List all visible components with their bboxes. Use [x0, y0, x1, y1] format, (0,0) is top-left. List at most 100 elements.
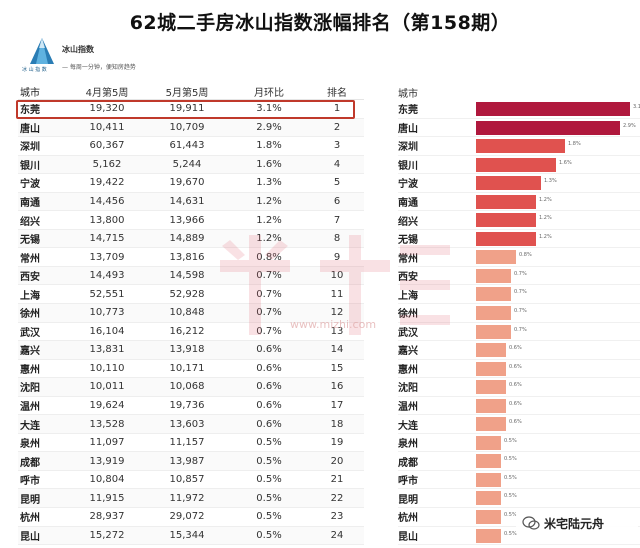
cell-may-price: 29,072 [169, 511, 205, 523]
table-row: 上海 52,551 52,928 0.7% 11 [18, 285, 364, 305]
table-row: 武汉 16,104 16,212 0.7% 13 [18, 323, 364, 342]
cell-city: 银川 [20, 160, 40, 172]
bar-category-label: 惠州 [398, 364, 418, 376]
cell-may-price: 11,972 [169, 492, 205, 504]
bar-category-label: 东莞 [398, 105, 418, 117]
cell-city: 嘉兴 [20, 346, 40, 358]
bar [476, 528, 501, 543]
bar-row: 唐山 2.9% [398, 119, 640, 138]
bar-row: 嘉兴 0.6% [398, 341, 640, 360]
bar-category-label: 常州 [398, 253, 418, 265]
bar-track: 1.2% [476, 211, 640, 229]
bar-value-label: 0.5% [504, 456, 517, 463]
bar-value-label: 0.5% [504, 512, 517, 519]
cell-apr-price: 10,804 [89, 474, 125, 486]
bar [476, 287, 511, 302]
bar-value-label: 0.8% [519, 252, 532, 259]
bar-row: 武汉 0.7% [398, 323, 640, 342]
bar-value-label: 1.2% [539, 233, 552, 240]
bar [476, 380, 506, 395]
cell-mom-change: 0.5% [256, 455, 282, 467]
cell-apr-price: 13,831 [89, 344, 125, 356]
bar-row: 沈阳 0.6% [398, 378, 640, 397]
cell-apr-price: 52,551 [89, 288, 125, 300]
bar-row: 大连 0.6% [398, 415, 640, 434]
bar-track: 0.6% [476, 341, 640, 359]
bar-value-label: 0.6% [509, 345, 522, 352]
bar [476, 343, 506, 358]
table-row: 大连 13,528 13,603 0.6% 18 [18, 415, 364, 434]
bar-category-label: 深圳 [398, 142, 418, 154]
cell-rank: 17 [330, 400, 344, 412]
bar-track: 2.9% [476, 119, 640, 137]
cell-apr-price: 19,624 [89, 400, 125, 412]
cell-city: 宁波 [20, 179, 40, 191]
bar-track: 0.5% [476, 452, 640, 470]
cell-rank: 1 [333, 103, 341, 115]
bar [476, 417, 506, 432]
cell-may-price: 13,816 [169, 251, 205, 263]
cell-rank: 3 [333, 140, 341, 152]
bar [476, 491, 501, 506]
bar-value-label: 3.1% [633, 104, 640, 110]
cell-apr-price: 10,011 [89, 381, 125, 393]
bar [476, 268, 511, 283]
bar-track: 1.2% [476, 193, 640, 211]
bar [476, 120, 620, 135]
cell-may-price: 19,670 [169, 177, 205, 189]
bar [476, 398, 506, 413]
table-row: 宁波 19,422 19,670 1.3% 5 [18, 174, 364, 193]
chart-title: 62城二手房冰山指数涨幅排名（第158期） [129, 12, 511, 34]
cell-mom-change: 0.5% [256, 474, 282, 486]
bar-value-label: 1.3% [544, 178, 557, 185]
table-row: 唐山 10,411 10,709 2.9% 2 [18, 118, 364, 138]
cell-rank: 8 [333, 233, 341, 245]
cell-mom-change: 0.5% [256, 492, 282, 504]
bar-row: 东莞 3.1% [398, 100, 640, 119]
table-row: 嘉兴 13,831 13,918 0.6% 14 [18, 341, 364, 360]
cell-may-price: 19,911 [169, 103, 205, 115]
bar-track: 0.6% [476, 415, 640, 433]
cell-mom-change: 1.2% [256, 233, 282, 245]
table-row: 温州 19,624 19,736 0.6% 17 [18, 397, 364, 416]
bar-category-label: 武汉 [398, 327, 418, 339]
bar-track: 0.5% [476, 489, 640, 507]
cell-mom-change: 0.5% [256, 529, 282, 541]
table-row: 成都 13,919 13,987 0.5% 20 [18, 452, 364, 471]
bar-row: 深圳 1.8% [398, 137, 640, 156]
bar-row: 昆山 0.5% [398, 527, 640, 546]
bar-chart-header: 城市 [398, 88, 418, 100]
col-header-mom: 月环比 [254, 88, 284, 99]
bar-category-label: 南通 [398, 198, 418, 209]
bar-track: 1.3% [476, 174, 640, 192]
table-row: 呼市 10,804 10,857 0.5% 21 [18, 471, 364, 490]
cell-city: 武汉 [20, 327, 40, 339]
bar-row: 宁波 1.3% [398, 174, 640, 193]
bar-track: 0.6% [476, 360, 640, 378]
cell-mom-change: 0.6% [256, 362, 282, 374]
table-row: 泉州 11,097 11,157 0.5% 19 [18, 434, 364, 453]
bar [476, 250, 516, 265]
cell-may-price: 14,598 [169, 270, 205, 282]
cell-apr-price: 13,800 [89, 214, 125, 226]
cell-may-price: 13,603 [169, 418, 205, 430]
table-row: 银川 5,162 5,244 1.6% 4 [18, 155, 364, 175]
cell-may-price: 10,709 [169, 121, 205, 133]
cell-apr-price: 10,773 [89, 307, 125, 319]
cell-may-price: 10,171 [169, 362, 205, 374]
bar-value-label: 1.2% [539, 196, 552, 203]
cell-apr-price: 11,915 [89, 492, 125, 504]
cell-may-price: 61,443 [169, 140, 205, 152]
table-row: 常州 13,709 13,816 0.8% 9 [18, 248, 364, 267]
table-row: 南通 14,456 14,631 1.2% 6 [18, 192, 364, 212]
cell-apr-price: 10,411 [89, 121, 125, 133]
bar-value-label: 0.7% [514, 270, 527, 277]
cell-may-price: 13,966 [169, 214, 205, 226]
bar [476, 176, 541, 191]
bar-track: 1.8% [476, 137, 640, 155]
bar-category-label: 嘉兴 [398, 346, 418, 358]
cell-may-price: 13,918 [169, 344, 205, 356]
bar-row: 无锡 1.2% [398, 230, 640, 249]
cell-apr-price: 60,367 [89, 140, 125, 152]
cell-apr-price: 13,709 [89, 251, 125, 263]
